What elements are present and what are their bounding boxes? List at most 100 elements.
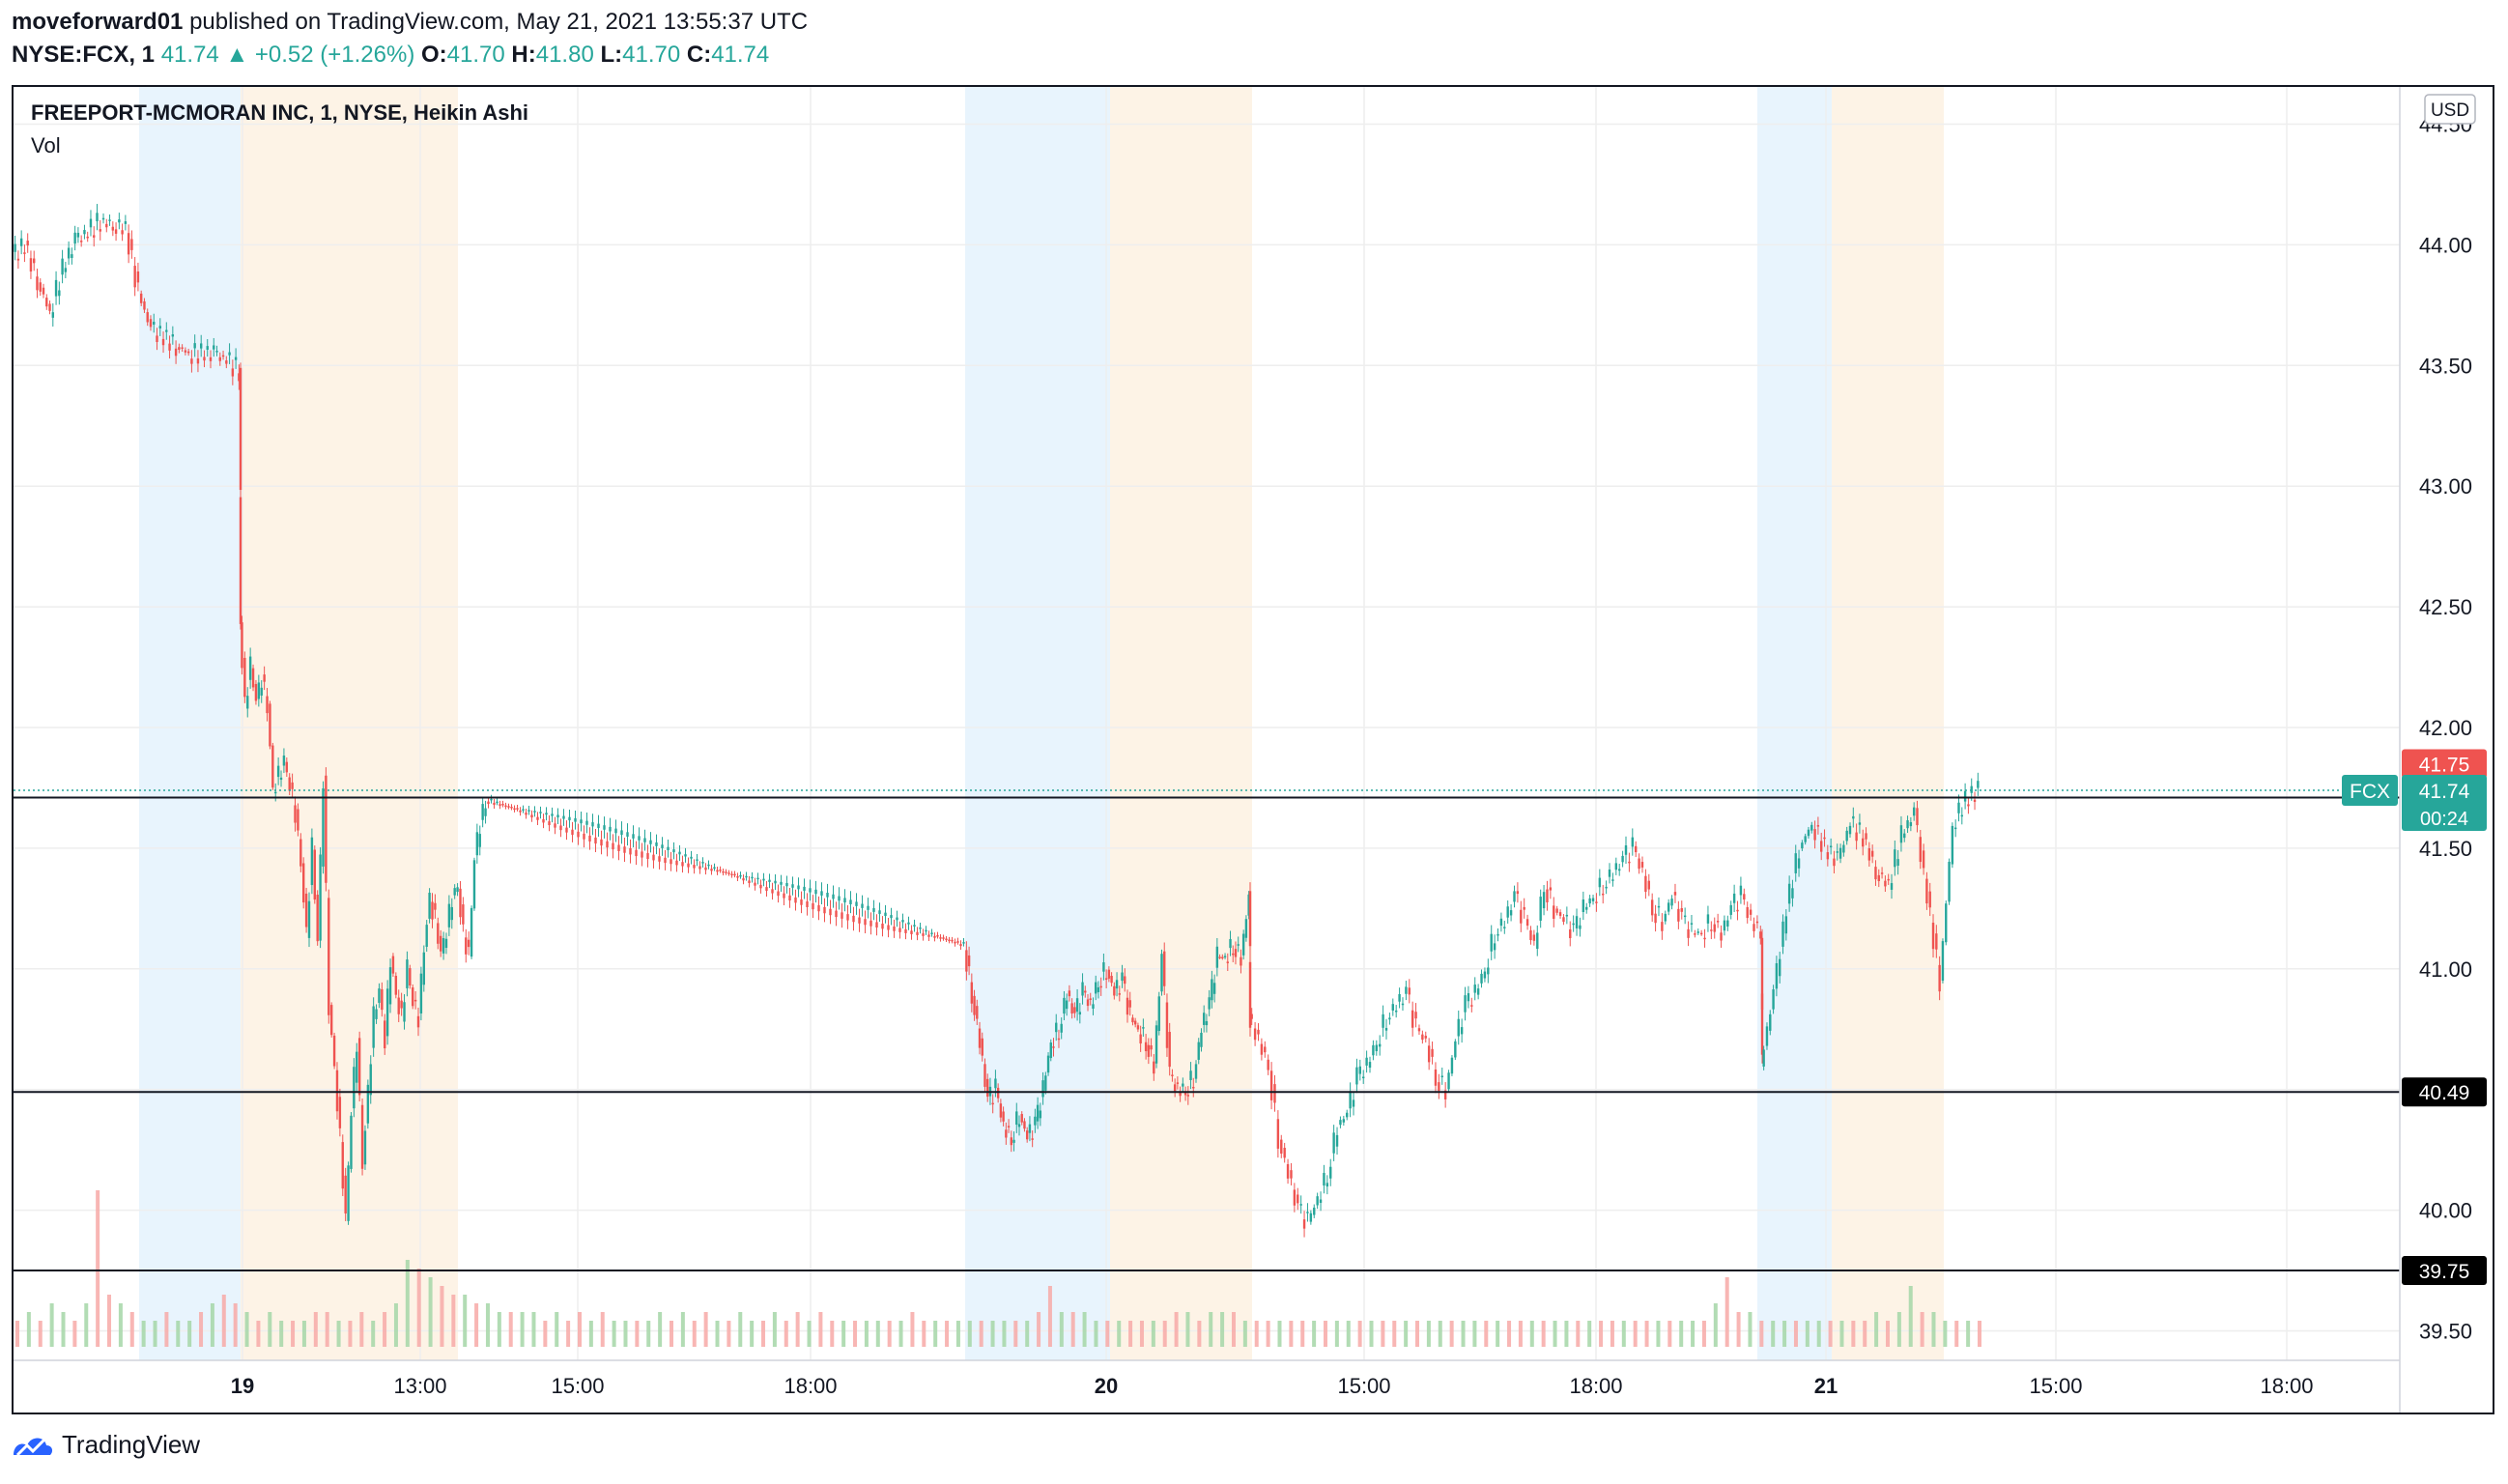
candle-body bbox=[756, 877, 759, 880]
candle-body bbox=[1031, 1138, 1034, 1140]
candle-body bbox=[768, 879, 771, 882]
candle-body bbox=[111, 226, 115, 231]
candle-body bbox=[519, 810, 522, 813]
candle-body bbox=[156, 335, 158, 343]
legend-volume: Vol bbox=[31, 133, 61, 157]
volume-bar bbox=[15, 1321, 19, 1347]
candle-body bbox=[658, 856, 661, 862]
volume-bar bbox=[864, 1321, 869, 1347]
candle-body bbox=[1683, 915, 1687, 918]
candle-body bbox=[1118, 993, 1121, 995]
volume-bar bbox=[807, 1321, 812, 1347]
candle-body bbox=[174, 348, 178, 357]
candle-body bbox=[1880, 872, 1884, 874]
candle-body bbox=[1355, 1067, 1358, 1085]
candle-body bbox=[803, 886, 806, 891]
candle-body bbox=[279, 777, 283, 781]
candle-body bbox=[1569, 928, 1572, 939]
candle-body bbox=[875, 922, 878, 928]
candle-body bbox=[1690, 923, 1694, 925]
candle-body bbox=[353, 1067, 356, 1109]
candle-body bbox=[1055, 1022, 1058, 1033]
candle-body bbox=[1549, 887, 1553, 891]
candle-body bbox=[1935, 933, 1938, 950]
candle-body bbox=[577, 831, 580, 838]
candle-body bbox=[1640, 862, 1644, 868]
volume-bar bbox=[1059, 1312, 1064, 1347]
volume-bar bbox=[463, 1295, 468, 1347]
symbol-tag-bg bbox=[2342, 774, 2398, 806]
candle-body bbox=[1179, 1092, 1182, 1097]
candle-body bbox=[675, 860, 678, 866]
candle-body bbox=[846, 914, 849, 921]
candle-body bbox=[481, 804, 484, 820]
candle-body bbox=[999, 1103, 1003, 1118]
candle-body bbox=[1110, 976, 1113, 984]
candle-body bbox=[184, 350, 187, 353]
candle-body bbox=[1493, 943, 1496, 951]
volume-bar bbox=[1679, 1321, 1684, 1347]
candle-body bbox=[1424, 1036, 1427, 1039]
candle-body bbox=[200, 343, 203, 349]
candle-body bbox=[1536, 932, 1539, 950]
candle-body bbox=[548, 821, 551, 826]
volume-bar bbox=[428, 1277, 433, 1347]
volume-bar bbox=[1667, 1321, 1672, 1347]
publisher-name[interactable]: moveforward01 bbox=[12, 9, 184, 35]
candle-body bbox=[1957, 802, 1960, 813]
candle-body bbox=[1306, 1212, 1309, 1213]
candle-body bbox=[1582, 899, 1585, 913]
volume-bar bbox=[1025, 1321, 1030, 1347]
candle-body bbox=[1267, 1059, 1269, 1070]
candle-body bbox=[1542, 892, 1546, 909]
candle-body bbox=[1398, 993, 1401, 1002]
candle-body bbox=[1781, 921, 1784, 947]
x-tick-label: 13:00 bbox=[393, 1374, 446, 1398]
candle-body bbox=[809, 888, 812, 893]
candle-body bbox=[1034, 1116, 1037, 1126]
candle-body bbox=[1414, 1012, 1417, 1019]
candle-body bbox=[1858, 822, 1862, 825]
candle-body bbox=[1057, 1038, 1061, 1041]
candle-body bbox=[632, 834, 635, 839]
candle-body bbox=[727, 872, 730, 874]
candle-body bbox=[1226, 961, 1229, 963]
candle-body bbox=[907, 922, 910, 925]
volume-bar bbox=[199, 1312, 204, 1347]
chart-frame[interactable]: 44.50 44.00 43.50 43.00 42.50 42.00 41.50 41.00… bbox=[12, 85, 2494, 1414]
tradingview-logo-icon bbox=[14, 1438, 53, 1456]
candle-body bbox=[612, 842, 614, 850]
volume-bar bbox=[600, 1312, 605, 1347]
volume-bar bbox=[1197, 1321, 1202, 1347]
candle-body bbox=[239, 497, 242, 624]
candle-body bbox=[1189, 1070, 1192, 1080]
candle-body bbox=[146, 312, 149, 323]
candle-body bbox=[704, 867, 707, 870]
candle-body bbox=[1171, 1074, 1174, 1076]
candle-body bbox=[260, 687, 263, 696]
x-tick-label: 15:00 bbox=[551, 1374, 604, 1398]
candle-body bbox=[733, 873, 736, 876]
candle-body bbox=[1513, 891, 1516, 902]
price-chart[interactable]: 44.5044.0043.5043.0042.5042.0041.5041.00… bbox=[14, 87, 2493, 1413]
candle-body bbox=[1855, 832, 1858, 842]
candle-body bbox=[1532, 934, 1536, 941]
y-tick-label: 41.00 bbox=[2419, 957, 2472, 982]
candle-body bbox=[381, 988, 384, 1011]
volume-bar bbox=[830, 1321, 835, 1347]
candle-body bbox=[1005, 1129, 1008, 1138]
candle-body bbox=[1605, 886, 1608, 889]
candle-body bbox=[360, 1104, 364, 1169]
candle-body bbox=[1483, 971, 1487, 979]
candle-body bbox=[1017, 1124, 1021, 1127]
candle-body bbox=[487, 801, 490, 805]
candle-body bbox=[1046, 1055, 1050, 1073]
candle-body bbox=[1598, 877, 1602, 888]
candle-body bbox=[462, 904, 465, 925]
footer-brand[interactable]: TradingView bbox=[62, 1430, 201, 1459]
candle-body bbox=[1509, 910, 1513, 916]
candle-body bbox=[841, 912, 843, 919]
currency-button[interactable]: USD bbox=[2424, 94, 2476, 125]
candle-body bbox=[551, 813, 554, 816]
candle-body bbox=[73, 232, 76, 244]
